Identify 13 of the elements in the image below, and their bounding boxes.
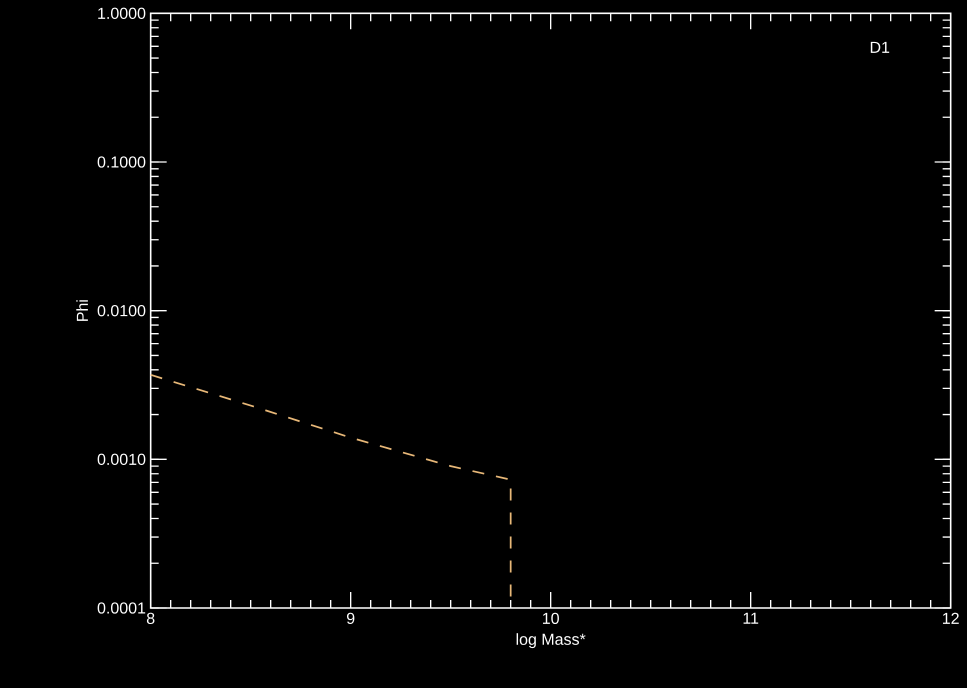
x-axis-title: log Mass* — [516, 633, 586, 648]
y-tick-label: 0.0010 — [98, 454, 146, 465]
y-tick-label: 0.0001 — [98, 602, 146, 614]
y-tick-label: 0.0100 — [98, 305, 146, 316]
x-tick-label: 8 — [146, 612, 154, 624]
y-tick-label: 0.1000 — [98, 156, 146, 168]
x-tick-label: 9 — [346, 612, 354, 624]
x-tick-label: 10 — [542, 612, 559, 624]
annotation: D1 — [870, 42, 890, 53]
y-axis-title: Phi — [76, 300, 88, 321]
y-tick-label: 1.0000 — [98, 8, 146, 19]
x-tick-label: 11 — [744, 612, 758, 624]
x-tick-label: 12 — [942, 612, 959, 624]
